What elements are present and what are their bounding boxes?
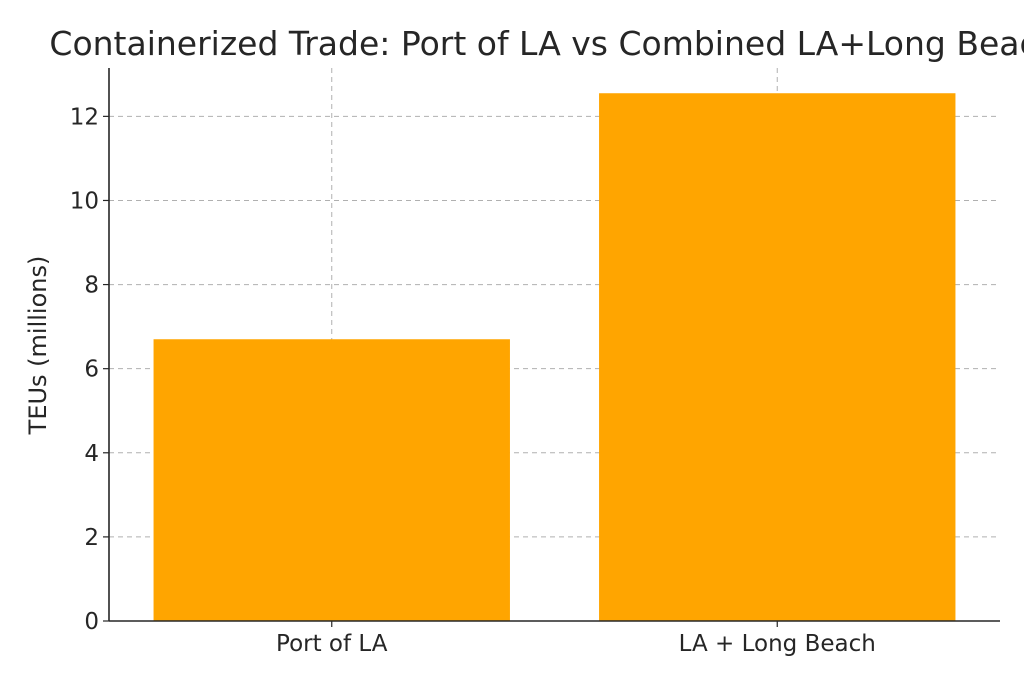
- bar: [599, 93, 956, 622]
- y-tick-label: 2: [84, 525, 99, 551]
- bar: [153, 339, 510, 621]
- ticks-layer: 0 2 4 6 8 10 12 Port of LA LA + Long Beach: [70, 104, 876, 657]
- chart-title: Containerized Trade: Port of LA vs Combi…: [49, 24, 1024, 63]
- y-tick-label: 6: [84, 357, 99, 383]
- bars-layer: [153, 93, 956, 622]
- y-tick-label: 0: [84, 609, 99, 635]
- y-tick-label: 8: [84, 273, 99, 299]
- x-tick-label: Port of LA: [276, 631, 388, 657]
- y-tick-label: 12: [70, 104, 99, 130]
- axes-layer: [108, 68, 1000, 622]
- y-tick-label: 4: [84, 441, 99, 467]
- y-tick-label: 10: [70, 188, 99, 214]
- x-tick-label: LA + Long Beach: [679, 631, 876, 657]
- y-axis-title: TEUs (millions): [24, 256, 52, 436]
